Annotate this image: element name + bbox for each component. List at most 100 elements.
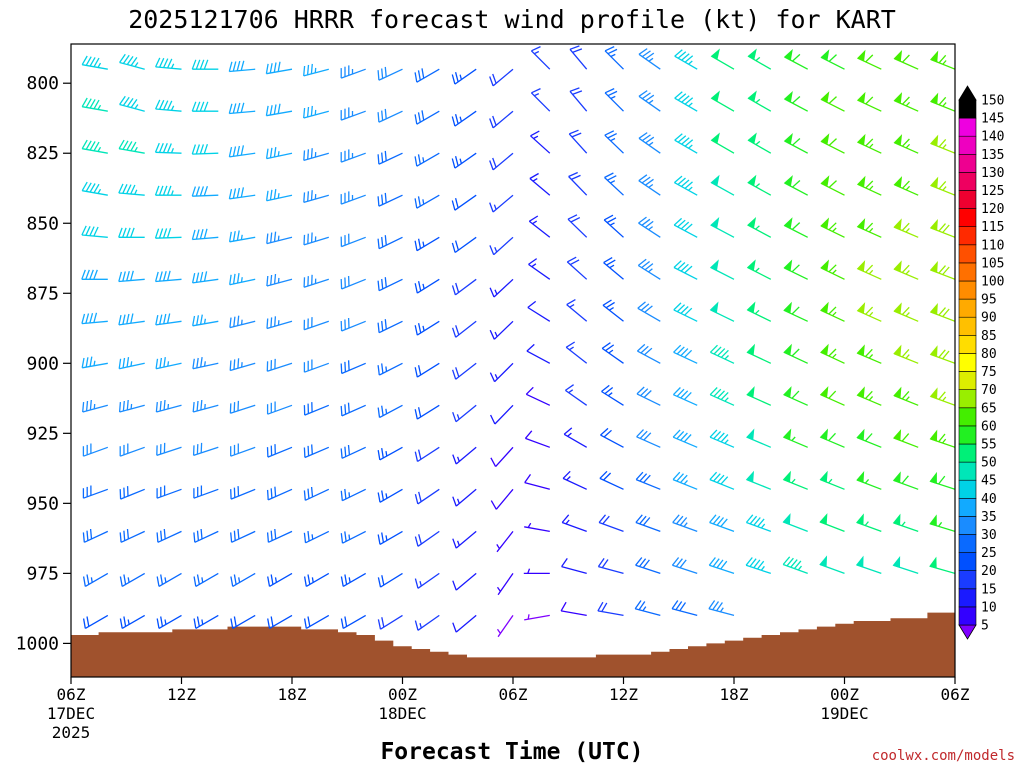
wind-barb — [489, 110, 514, 129]
barb-feather — [451, 285, 457, 296]
barb-feather — [265, 63, 269, 74]
barb-feather — [720, 560, 728, 570]
barb-feather — [381, 575, 385, 586]
barb-feather — [638, 216, 647, 224]
barb-feather — [344, 531, 347, 542]
barb-pennant — [783, 132, 793, 145]
barb-feather — [753, 559, 761, 569]
barb-feather — [645, 94, 655, 102]
barb-pennant — [746, 386, 755, 399]
barb-half-feather — [868, 143, 874, 149]
x-tick-label: 18Z — [278, 685, 307, 704]
barb-feather — [266, 233, 269, 244]
barb-feather — [191, 101, 197, 112]
wind-barb — [266, 486, 293, 501]
wind-barb — [230, 528, 256, 543]
barb-feather — [269, 147, 273, 158]
barb-shaft — [305, 572, 330, 587]
colorbar-segment — [958, 135, 977, 155]
wind-barb — [747, 217, 772, 238]
barb-feather — [571, 132, 582, 138]
barb-feather — [126, 98, 134, 107]
wind-barb — [71, 615, 72, 617]
barb-feather — [270, 574, 274, 585]
barb-shaft — [672, 521, 698, 533]
wind-barb — [340, 107, 366, 121]
barb-feather — [232, 103, 237, 114]
wind-barb — [673, 175, 698, 196]
y-tick-label: 825 — [26, 143, 59, 164]
barb-half-feather — [385, 493, 388, 499]
barb-feather — [199, 144, 205, 155]
barb-half-feather — [648, 268, 653, 273]
barb-shaft — [600, 434, 624, 448]
barb-feather — [677, 51, 687, 59]
barb-half-feather — [459, 158, 463, 164]
wind-barb — [783, 132, 809, 154]
barb-feather — [303, 576, 307, 587]
wind-barb — [118, 357, 145, 370]
barb-feather — [193, 576, 197, 587]
barb-feather — [126, 399, 129, 411]
barb-feather — [757, 518, 765, 528]
wind-barb — [674, 49, 698, 70]
barb-pennant — [783, 386, 792, 399]
barb-half-feather — [832, 311, 837, 317]
barb-feather — [938, 180, 947, 190]
barb-feather — [601, 384, 610, 393]
wind-barb — [414, 320, 440, 336]
barb-feather — [277, 103, 281, 114]
barb-feather — [828, 432, 836, 442]
barb-feather — [192, 358, 195, 369]
wind-barb — [340, 317, 366, 332]
barb-pennant — [820, 133, 830, 146]
barb-feather — [307, 149, 310, 160]
barb-feather — [340, 576, 344, 587]
wind-barb — [489, 278, 514, 298]
barb-feather — [492, 115, 497, 126]
wind-barb — [156, 572, 182, 587]
barb-pennant — [710, 217, 720, 229]
barb-feather — [85, 400, 89, 412]
wind-barb — [783, 386, 808, 406]
barb-feather — [230, 532, 233, 543]
barb-half-feather — [90, 577, 93, 583]
barb-pennant — [746, 428, 755, 441]
barb-pennant — [856, 513, 864, 526]
barb-feather — [524, 474, 532, 483]
barb-feather — [377, 619, 382, 630]
wind-barb — [82, 614, 109, 629]
barb-feather — [270, 232, 273, 243]
wind-barb — [671, 600, 698, 617]
barb-feather — [81, 139, 88, 150]
wind-barb — [746, 343, 772, 364]
barb-half-feather — [648, 57, 654, 62]
wind-barb — [708, 557, 735, 575]
wind-barb — [192, 442, 219, 457]
barb-feather — [681, 137, 690, 145]
wind-barb — [710, 90, 735, 112]
barb-feather — [93, 269, 98, 280]
barb-feather — [418, 491, 422, 502]
barb-feather — [233, 616, 237, 627]
colorbar-segment — [958, 588, 977, 608]
wind-barb — [598, 514, 624, 533]
wind-barb — [856, 49, 882, 70]
barb-feather — [942, 308, 950, 318]
wind-barb — [893, 218, 919, 238]
barb-feather — [636, 429, 644, 438]
wind-barb — [377, 192, 403, 207]
barb-half-feather — [905, 354, 910, 359]
barb-feather — [679, 602, 687, 612]
wind-barb — [496, 573, 514, 596]
wind-barb — [636, 386, 661, 406]
barb-feather — [274, 316, 277, 327]
barb-pennant — [820, 343, 829, 356]
barb-half-feather — [456, 540, 460, 546]
barb-feather — [156, 618, 160, 629]
barb-feather — [232, 61, 237, 72]
wind-barb — [266, 528, 293, 543]
barb-feather — [753, 517, 761, 526]
barb-feather — [46, 108, 47, 118]
barb-feather — [712, 558, 720, 567]
